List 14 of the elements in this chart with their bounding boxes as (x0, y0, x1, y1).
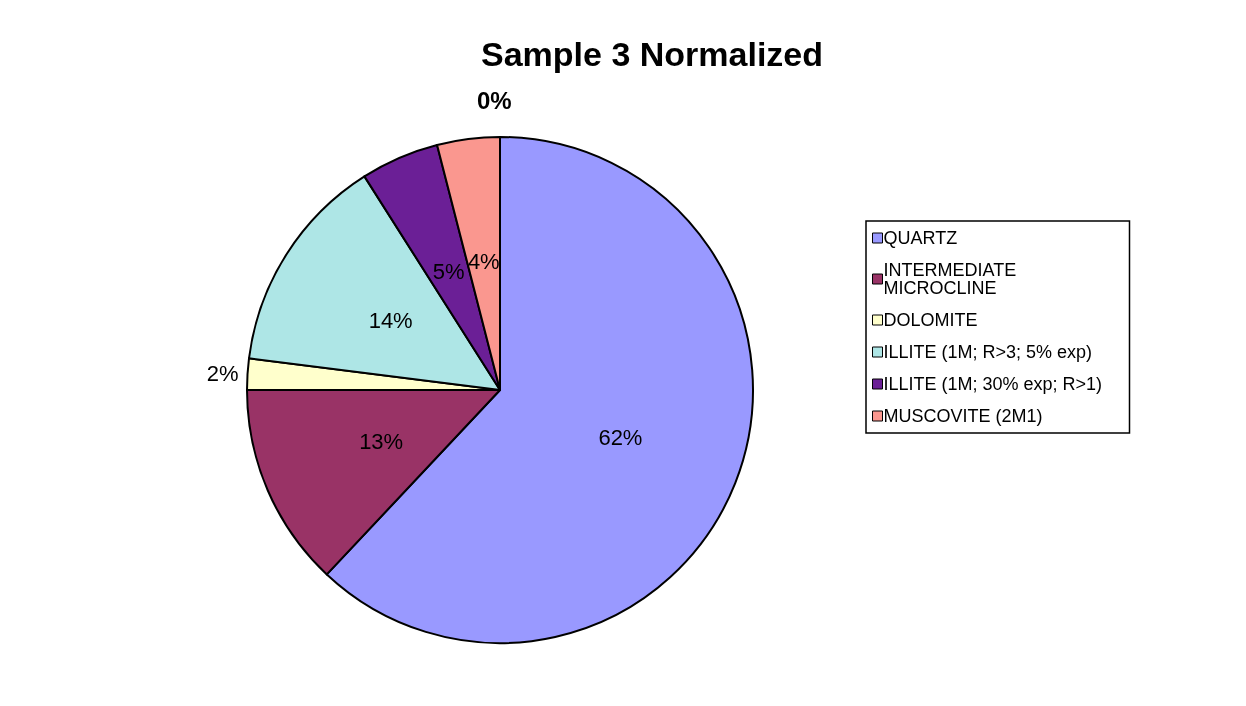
data-label: 13% (359, 428, 404, 454)
data-label: 62% (598, 425, 643, 451)
chart-title: Sample 3 Normalized (480, 35, 824, 73)
data-label: 5% (432, 258, 465, 284)
text: 0% (477, 86, 512, 114)
legend-label: DOLOMITE (883, 310, 978, 330)
data-label: 14% (368, 308, 413, 334)
legend-label: MUSCOVITE (2M1) (883, 406, 1043, 426)
data-label: 4% (467, 249, 500, 275)
legend-label: ILLITE (1M; 30% exp; R>1) (883, 374, 1103, 394)
legend-label: QUARTZ (883, 228, 958, 248)
legend-label: INTERMEDIATE MICROCLINE (883, 260, 1022, 298)
data-label: 2% (206, 361, 239, 387)
legend-label: ILLITE (1M; R>3; 5% exp) (883, 342, 1093, 362)
